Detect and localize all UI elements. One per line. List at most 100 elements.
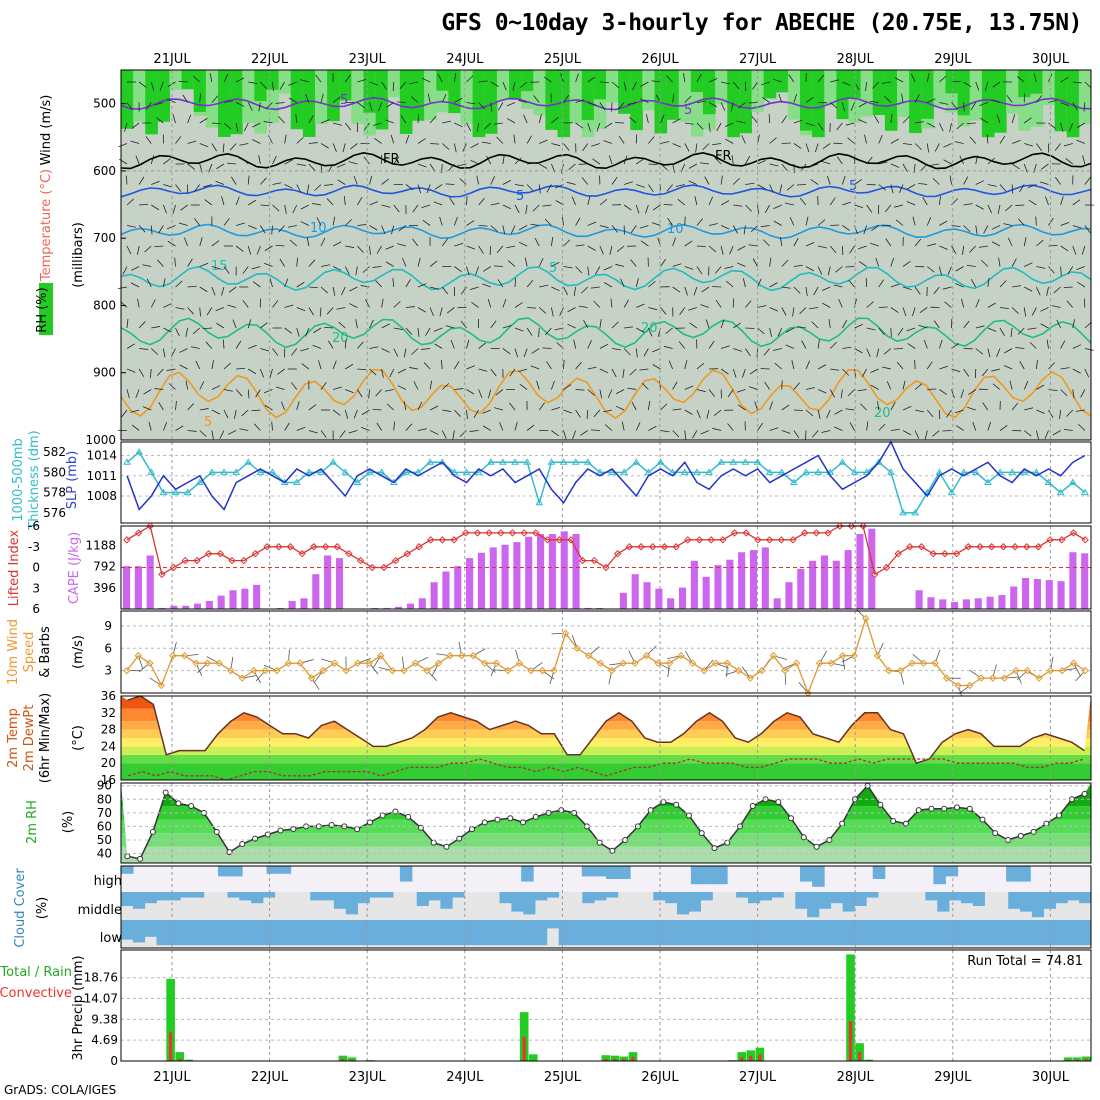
wind-barb: [453, 216, 458, 226]
wind-barb: [308, 404, 317, 411]
cape-bar: [182, 605, 190, 609]
wind-barb: [914, 143, 922, 151]
wind-barb: [611, 176, 618, 185]
wind-barb: [712, 143, 722, 146]
wind-barb: [981, 368, 989, 377]
wind-barb: [357, 78, 367, 83]
isoline: [120, 151, 1092, 170]
thickness-line-marker: [462, 468, 471, 475]
wind-barb: [441, 430, 447, 439]
date-label-top: 30JUL: [1032, 52, 1070, 67]
wind-barb: [951, 389, 955, 399]
wind-barb: [482, 283, 491, 288]
wind-barb: [648, 327, 653, 337]
wind-barb: [393, 156, 400, 165]
cape-bar: [749, 550, 758, 609]
wind-barb: [742, 278, 746, 288]
li-tick: 0: [32, 561, 40, 575]
thickness-line-marker: [1081, 488, 1089, 496]
wind-barb: [842, 225, 851, 231]
thickness-line-marker: [620, 468, 629, 475]
rh2m-line-marker: [494, 816, 501, 823]
wind-barb: [963, 176, 969, 185]
wind-barb: [478, 80, 488, 83]
wind-barb: [460, 320, 467, 329]
wind-barb: [159, 81, 164, 91]
cape-bar: [383, 607, 391, 609]
wind-barb: [672, 263, 682, 267]
wind-barb: [854, 348, 863, 354]
rh2m-line-marker: [902, 820, 909, 827]
wind-barb: [313, 327, 322, 334]
wind-barb: [1048, 217, 1054, 226]
rh-band: [678, 70, 692, 122]
wind-barb: [131, 122, 140, 129]
wind-barb: [551, 406, 561, 411]
wind-barb: [559, 307, 564, 316]
cloud-cell: [665, 920, 678, 946]
wind-barb: [757, 327, 765, 335]
wind-barb: [890, 257, 895, 267]
wind-barb: [199, 430, 207, 437]
wind-barb: [422, 219, 431, 226]
wind-barb: [871, 225, 879, 231]
pressure-tick: 500: [93, 97, 116, 111]
rh-band-high: [703, 70, 716, 115]
rh-band-high: [375, 70, 389, 130]
cloud-cell: [830, 892, 843, 904]
wind-line: [126, 616, 1086, 695]
wind-barb: [684, 266, 694, 270]
cloud-cell: [535, 892, 548, 901]
wind-barb: [631, 401, 637, 411]
wind-barb: [732, 177, 740, 185]
contour-label: 5: [516, 189, 524, 204]
cape-bar: [702, 576, 710, 609]
wind-barb: [466, 389, 475, 395]
wind-barb: [223, 362, 231, 370]
wind-barb: [741, 135, 746, 144]
wind-barb: [538, 184, 541, 194]
wind-barb: [938, 266, 942, 276]
wind-barb: [805, 241, 815, 247]
cloud-cell: [807, 892, 820, 918]
cape-bar: [229, 590, 237, 609]
wind-barb: [672, 237, 676, 247]
wind-barb: [720, 368, 729, 375]
wind-barb: [769, 307, 779, 312]
wind-marker: [123, 666, 131, 675]
thickness-line-marker: [850, 468, 859, 475]
wind-barb: [951, 225, 961, 227]
wind-barb: [1060, 389, 1068, 397]
slp-tick: 1008: [86, 489, 117, 503]
slp-label: SLP (mb): [65, 451, 80, 510]
wind-barb: [992, 383, 1001, 390]
wind-barb: [651, 80, 661, 83]
wind-barb: [975, 204, 984, 210]
wind-barb: [926, 409, 934, 418]
wind-barb: [969, 136, 977, 144]
wind-barb: [878, 135, 883, 144]
wind-barb: [429, 307, 434, 316]
wind-barb: [187, 140, 197, 144]
thickness-line-marker: [608, 468, 616, 475]
cloud-cell: [1043, 892, 1056, 909]
cape-bar: [477, 552, 485, 609]
wind-barb: [939, 365, 949, 370]
date-label-top: 24JUL: [446, 52, 484, 67]
panel-label: (m/s): [71, 635, 86, 669]
wind-barb: [769, 282, 778, 288]
cloud-cell: [1043, 920, 1056, 946]
wind-barb: [318, 360, 322, 370]
wind-barb: [959, 155, 964, 165]
wind-barb: [882, 366, 891, 370]
wind-barb: [1011, 114, 1016, 124]
wind-barb: [779, 184, 783, 194]
thickness-line-marker: [765, 468, 774, 475]
wind-barb: [762, 239, 770, 247]
wind-barb: [199, 262, 209, 267]
wind-barb: [279, 258, 285, 267]
rh2m-line-marker: [430, 839, 437, 846]
rh-tick: 40: [97, 847, 112, 861]
wind-barb: [490, 202, 500, 206]
wind-barb: [308, 286, 318, 289]
